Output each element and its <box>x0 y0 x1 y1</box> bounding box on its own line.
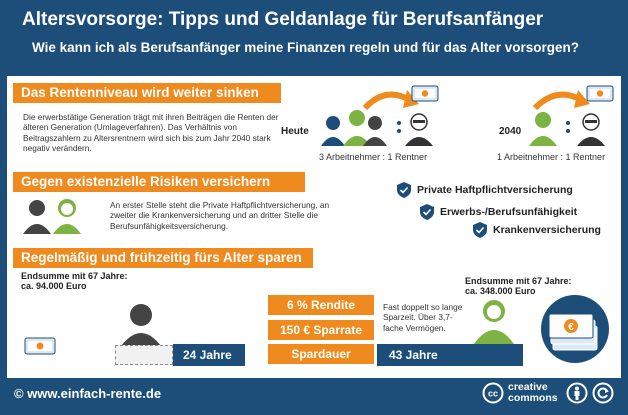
content-panel: Das Rentenniveau wird weiter sinken Die … <box>7 76 621 378</box>
arrow-icon <box>532 91 583 111</box>
footer-url: © www.einfach-rente.de <box>14 386 162 401</box>
cc-line2: commons <box>508 392 558 404</box>
money-icon <box>411 85 439 102</box>
person-icon <box>529 112 557 146</box>
shield-check-icon <box>473 222 487 238</box>
share-alike-icon <box>592 382 614 404</box>
cc-wordmark: creative commons <box>508 382 558 404</box>
sparrate-box: 150 € Sparrate <box>268 320 374 340</box>
section-heading-rentenniveau: Das Rentenniveau wird weiter sinken <box>13 83 281 103</box>
left-total: Endsumme mit 67 Jahre: ca. 94.000 Euro <box>21 271 128 291</box>
worker-retiree-2040-illustration <box>529 85 614 146</box>
future-ratio: 1 Arbeitnehmer : 1 Rentner <box>497 152 606 162</box>
section-heading-sparen: Regelmäßig und frühzeitig fürs Alter spa… <box>13 248 313 268</box>
today-label: Heute <box>281 126 309 137</box>
money-icon <box>586 85 614 102</box>
age-43-box: 43 Jahre <box>377 344 523 366</box>
page-title: Altersvorsorge: Tipps und Geldanlage für… <box>22 9 544 30</box>
page-subtitle: Wie kann ich als Berufsanfänger meine Fi… <box>32 40 579 55</box>
insurance-item-haftpflicht: Private Haftpflichtversicherung <box>397 182 573 198</box>
person-icon <box>343 110 371 146</box>
insurance-label: Krankenversicherung <box>493 224 601 236</box>
missed-savings-bar <box>115 345 173 365</box>
age-24-box: 24 Jahre <box>173 344 245 366</box>
money-icon <box>24 337 56 355</box>
shield-check-icon <box>420 204 434 220</box>
today-ratio: 3 Arbeitnehmer : 1 Rentner <box>319 152 428 162</box>
saver-early-icon <box>474 300 514 344</box>
insurance-item-kranken: Krankenversicherung <box>473 222 601 238</box>
workers-retiree-today-illustration <box>321 85 439 146</box>
person-icon <box>23 200 51 234</box>
couple-illustration <box>23 199 81 234</box>
arrow-icon <box>362 91 412 111</box>
retiree-icon <box>577 113 605 146</box>
svg-text:cc: cc <box>488 389 498 399</box>
person-icon <box>321 116 345 146</box>
right-total: Endsumme mit 67 Jahre: ca. 348.000 Euro <box>465 276 572 296</box>
risiken-text: An erster Stelle steht die Private Haftp… <box>110 200 330 231</box>
attribution-icon <box>566 382 588 404</box>
person-icon <box>363 116 387 146</box>
cc-line1: creative <box>508 381 548 393</box>
rendite-box: 6 % Rendite <box>268 295 374 315</box>
shield-check-icon <box>397 182 411 198</box>
person-icon <box>53 199 81 234</box>
insurance-item-berufsunfaehigkeit: Erwerbs-/Berufsunfähigkeit <box>420 204 577 220</box>
svg-text:€: € <box>568 322 574 333</box>
creative-commons-logo: cc creative commons <box>482 382 614 404</box>
money-stack-icon: € <box>541 295 609 363</box>
future-label: 2040 <box>499 126 522 137</box>
cc-icon: cc <box>482 382 504 404</box>
retiree-icon <box>405 113 433 146</box>
insurance-label: Private Haftpflichtversicherung <box>417 184 573 196</box>
section-heading-risiken: Gegen existenzielle Risiken versichern <box>13 172 305 192</box>
spardauer-box: Spardauer <box>268 344 374 364</box>
comparison-note: Fast doppelt so lange Sparzeit. Über 3,7… <box>383 302 463 333</box>
saver-late-icon <box>121 304 161 346</box>
insurance-label: Erwerbs-/Berufsunfähigkeit <box>440 206 578 218</box>
rentenniveau-text: Die erwerbstätige Generation trägt mit i… <box>23 112 279 154</box>
